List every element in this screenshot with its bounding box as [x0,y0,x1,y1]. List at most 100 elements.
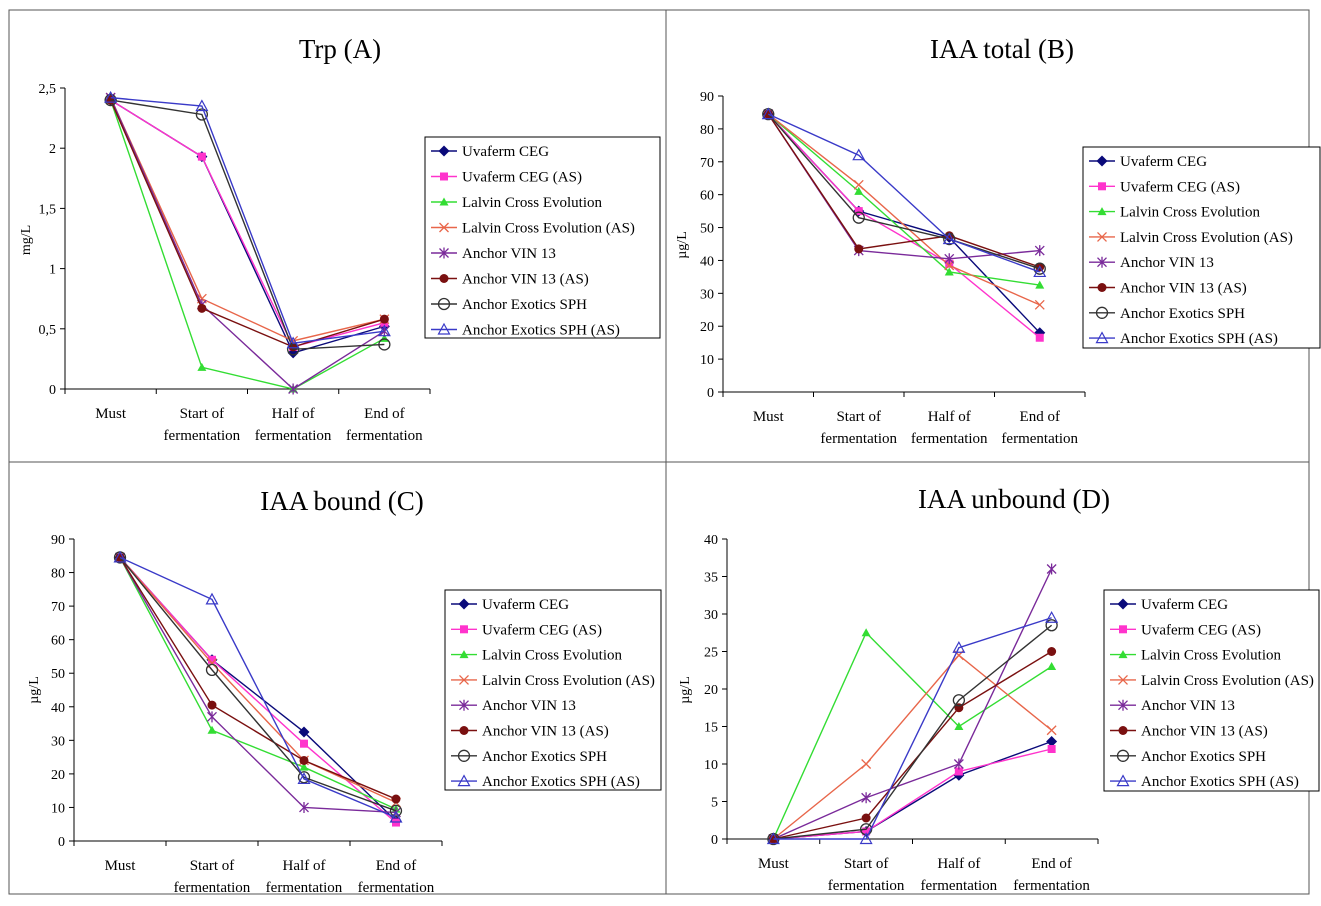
y-tick-label: 20 [700,320,714,335]
legend-label: Uvaferm CEG (AS) [1141,622,1261,638]
series-7 [767,619,1058,846]
x-tick-label: Start of [180,406,225,422]
triangle-marker [944,267,954,276]
series-line [109,97,385,390]
series-line [119,557,397,814]
x-tick-label: End of [1020,409,1060,425]
y-tick-label: 2,5 [39,82,57,97]
circle-marker [391,794,401,804]
y-tick-label: 1 [49,263,56,278]
y-tick-label: 30 [704,608,718,623]
series-5 [763,108,1045,265]
legend-item: Uvaferm CEG [431,144,549,160]
legend-item: Lalvin Cross Evolution [431,195,602,211]
star-marker [861,792,872,804]
y-tick-label: 50 [51,667,65,682]
series-line [110,99,385,348]
open-triangle-marker [942,232,956,245]
series-line [773,624,1053,840]
figure-frame [8,9,1310,895]
open-circle-marker [437,297,451,311]
legend-label: Anchor Exotics SPH [482,749,607,765]
star-marker [953,758,964,770]
legend-item: Anchor Exotics SPH (AS) [1089,331,1278,347]
legend-label: Lalvin Cross Evolution (AS) [482,673,655,689]
chart-panel-2: IAA total (B) µg/L 0 10 20 30 40 50 60 70 80 90 Must… [675,34,1321,447]
x-tick-label: fermentation [911,431,988,447]
y-tick-label: 10 [704,758,718,773]
legend-item: Lalvin Cross Evolution (AS) [1110,673,1314,689]
legend-label: Anchor VIN 13 [1141,698,1235,714]
legend-label: Lalvin Cross Evolution (AS) [1120,230,1293,246]
y-tick-label: 35 [704,571,718,586]
open-circle-marker [104,93,117,107]
y-tick-label: 0 [707,386,714,401]
series-7 [762,107,1046,275]
legend-item: Anchor VIN 13 [431,246,556,262]
triangle-marker [954,722,964,730]
legend-box [1082,146,1321,349]
legend-label: Anchor VIN 13 (AS) [482,724,609,740]
chart-title: Trp (A) [299,34,381,64]
legend-item: Anchor VIN 13 [1110,698,1235,714]
x-tick-label: fermentation [164,428,241,444]
legend-label: Uvaferm CEG [1141,597,1228,613]
series-line [119,557,397,810]
open-triangle-marker [761,107,775,120]
star-marker [1046,563,1057,575]
x-tick-label: fermentation [820,431,897,447]
legend-label: Lalvin Cross Evolution [462,195,602,211]
y-axis-label: µg/L [675,231,690,259]
triangle-marker [207,725,217,734]
open-triangle-marker [859,832,873,845]
series-line [773,740,1052,840]
y-tick-label: 10 [700,353,714,368]
x-marker [1118,674,1128,685]
open-triangle-marker [1033,265,1047,278]
legend-label: Anchor VIN 13 (AS) [462,272,589,288]
series-6 [115,552,401,804]
legend-label: Anchor Exotics SPH [1120,306,1245,322]
series-line [773,650,1052,840]
x-marker [861,759,872,769]
star-marker [1034,245,1045,257]
legend-item: Lalvin Cross Evolution (AS) [1089,230,1293,246]
series-5 [115,551,401,818]
x-tick-label: Start of [844,856,889,872]
series-line [110,99,385,350]
legend-item: Uvaferm CEG [1089,154,1207,170]
series-5 [105,92,390,395]
legend-item: Anchor Exotics SPH [1110,749,1266,765]
series-line [109,99,385,348]
chart-title: IAA unbound (D) [918,484,1110,514]
legend-item: Lalvin Cross Evolution [1089,205,1260,221]
legend-item: Uvaferm CEG (AS) [1110,622,1261,638]
series-7 [113,551,403,817]
series-line [773,748,1052,840]
y-tick-label: 60 [700,189,714,204]
x-tick-label: fermentation [1013,878,1090,894]
y-axis-label: mg/L [19,225,34,255]
y-tick-label: 20 [51,768,65,783]
diamond-marker [438,145,450,157]
circle-marker [379,314,389,324]
chart-panel-4: IAA unbound (D) µg/L 0 5 10 15 20 25 30 35 40 Must S… [678,484,1320,894]
series-line [110,96,385,345]
series-line [119,556,397,824]
legend-label: Uvaferm CEG [1120,154,1207,170]
open-triangle-marker [377,324,391,337]
y-tick-label: 70 [700,156,714,171]
circle-marker [299,755,309,765]
series-4 [115,552,401,808]
triangle-marker [439,197,449,206]
legend-item: Anchor Exotics SPH (AS) [431,323,620,339]
y-tick-label: 70 [51,600,65,615]
circle-marker [197,303,207,313]
legend-item: Uvaferm CEG [451,597,569,613]
chart-panel-3: IAA bound (C) µg/L 0 10 20 30 40 50 60 70 80 90 Must… [27,486,662,896]
x-marker [853,179,864,190]
series-4 [105,92,390,346]
diamond-marker [458,598,470,610]
square-marker [862,827,871,836]
